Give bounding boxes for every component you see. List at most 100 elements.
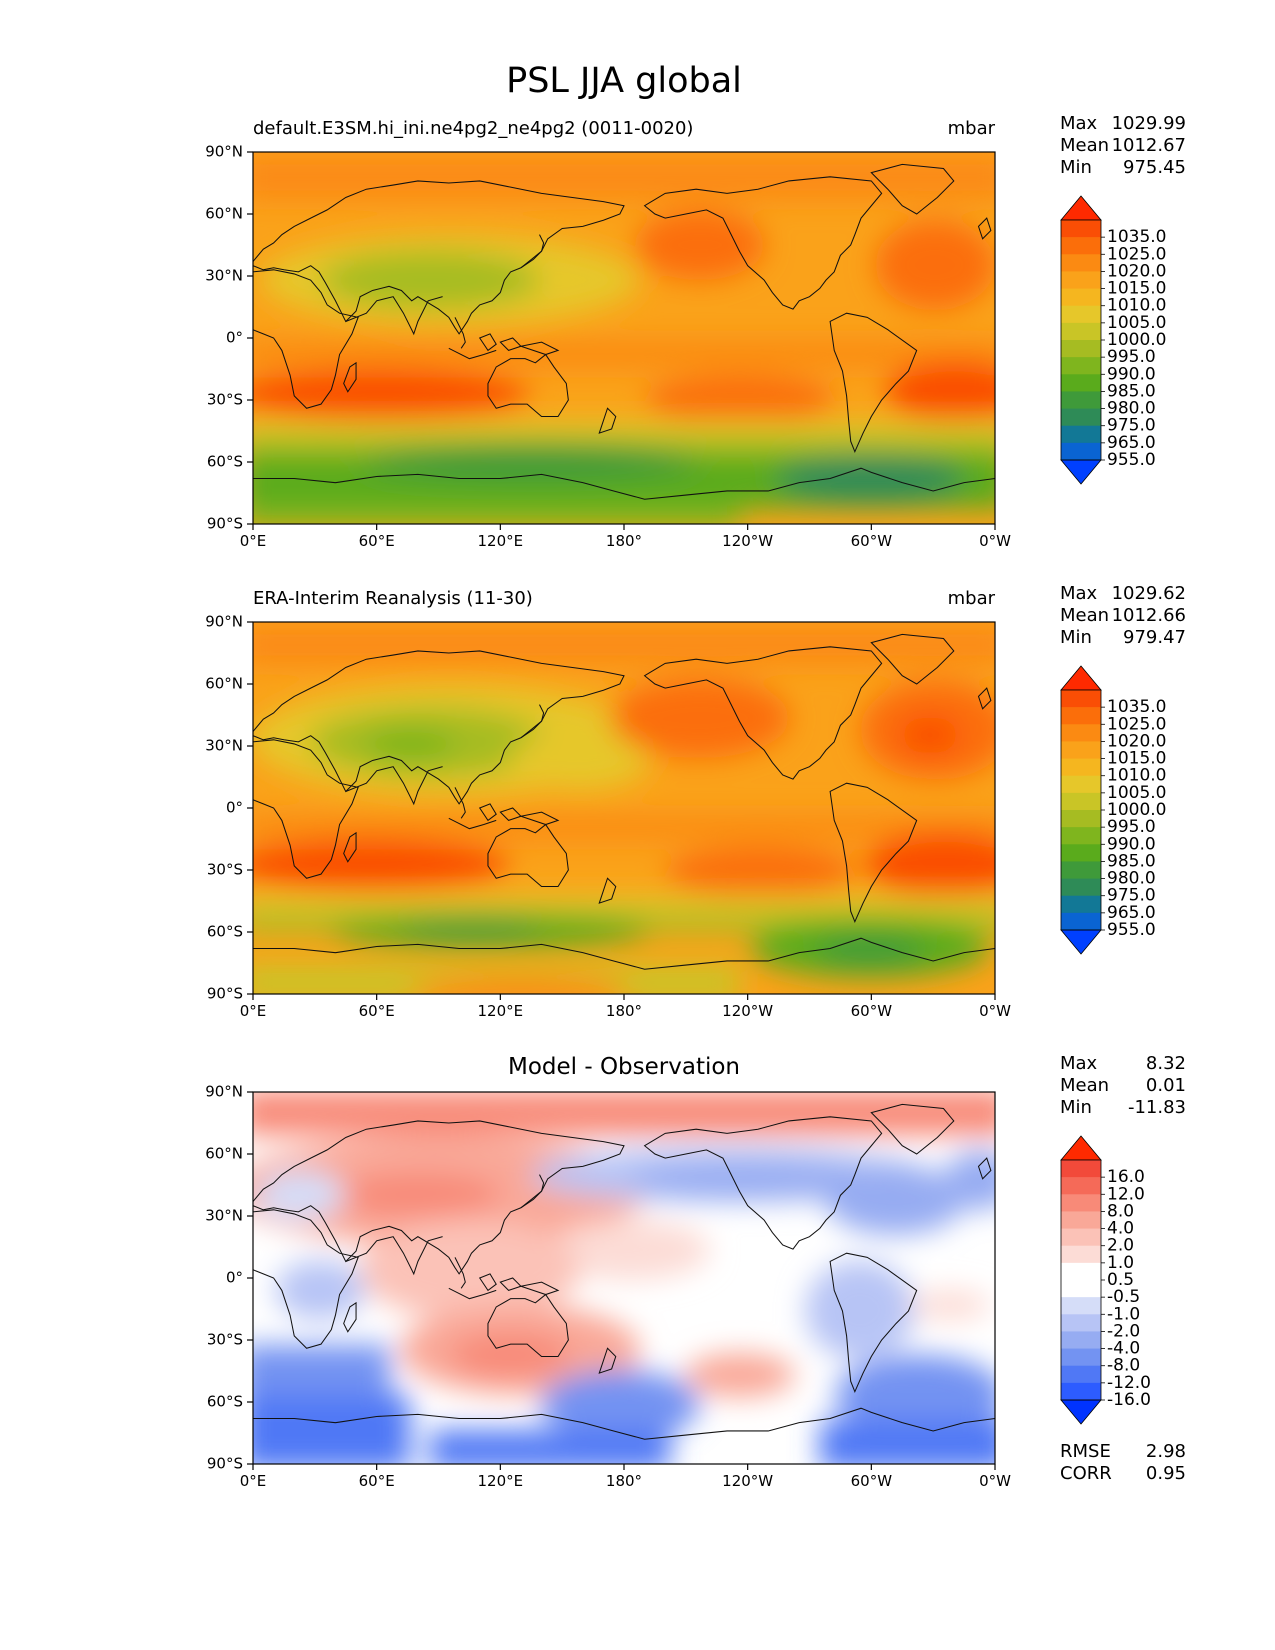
lat-tick-label: 30°N: [205, 267, 243, 285]
colorbar-segment: [1061, 707, 1101, 725]
panel-units: mbar: [948, 588, 996, 609]
colorbar-label: -0.5: [1107, 1287, 1140, 1307]
lon-tick-label: 120°W: [722, 1002, 773, 1020]
colorbar-label: 1015.0: [1107, 749, 1166, 769]
colorbar-segment: [1061, 1280, 1101, 1298]
colorbar-label: 985.0: [1107, 381, 1156, 401]
colorbar-label: 965.0: [1107, 903, 1156, 923]
colorbar-extend-min: [1060, 459, 1102, 485]
colorbar-segment: [1061, 1160, 1101, 1178]
lat-tick-label: 30°S: [207, 391, 243, 409]
colorbar-label: 990.0: [1107, 364, 1156, 384]
colorbar-segment: [1061, 895, 1101, 914]
colorbar: 1035.01025.01020.01015.01010.01005.01000…: [1060, 665, 1166, 955]
colorbar-segment: [1061, 741, 1101, 760]
map-diff: [253, 1092, 995, 1464]
stat-value: 1029.99: [1112, 113, 1186, 134]
stat-label: Min: [1060, 627, 1092, 648]
lat-tick-label: 60°S: [207, 453, 243, 471]
lon-tick-label: 0°W: [979, 532, 1011, 550]
colorbar-label: -4.0: [1107, 1339, 1140, 1359]
colorbar-label: 975.0: [1107, 416, 1156, 436]
colorbar-segment: [1061, 775, 1101, 794]
colorbar-extend-max: [1060, 665, 1102, 691]
colorbar-label: -1.0: [1107, 1304, 1140, 1324]
lat-tick-label: 60°N: [205, 675, 243, 693]
colorbar-label: 985.0: [1107, 851, 1156, 871]
lat-tick-label: 60°N: [205, 205, 243, 223]
colorbar-label: 8.0: [1107, 1201, 1134, 1221]
stat-label: Mean: [1060, 135, 1109, 156]
panel-units: mbar: [948, 118, 996, 139]
colorbar-segment: [1061, 1314, 1101, 1332]
colorbar-segment: [1061, 724, 1101, 742]
colorbar-segment: [1061, 322, 1101, 341]
colorbar-segment: [1061, 271, 1101, 290]
colorbar-segment: [1061, 254, 1101, 272]
lat-tick-label: 30°N: [205, 1207, 243, 1225]
stat-label: Max: [1060, 1053, 1098, 1074]
lon-tick-label: 60°E: [359, 532, 395, 550]
colorbar-segment: [1061, 792, 1101, 811]
stat-value: 1012.66: [1112, 605, 1186, 626]
colorbar-segment: [1061, 912, 1101, 931]
lon-tick-label: 60°E: [359, 1002, 395, 1020]
colorbar-extend-min: [1060, 1399, 1102, 1425]
panel-model: default.E3SM.hi_ini.ne4pg2_ne4pg2 (0011-…: [205, 113, 1186, 550]
stat-label: Mean: [1060, 1075, 1109, 1096]
colorbar-label: 1020.0: [1107, 261, 1166, 281]
colorbar-extend-max: [1060, 1135, 1102, 1161]
colorbar-label: 4.0: [1107, 1219, 1134, 1239]
colorbar-segment: [1061, 758, 1101, 777]
lon-tick-label: 0°W: [979, 1472, 1011, 1490]
lon-tick-label: 180°: [606, 1002, 642, 1020]
colorbar-segment: [1061, 1365, 1101, 1384]
colorbar-label: 0.5: [1107, 1270, 1134, 1290]
colorbar-segment: [1061, 305, 1101, 324]
colorbar-label: 965.0: [1107, 433, 1156, 453]
colorbar-segment: [1061, 1262, 1101, 1281]
metric-value: 2.98: [1146, 1441, 1186, 1462]
stat-label: Min: [1060, 157, 1092, 178]
colorbar-label: 1000.0: [1107, 330, 1166, 350]
stat-value: 1029.62: [1112, 583, 1186, 604]
lon-tick-label: 0°E: [240, 1002, 267, 1020]
colorbar-segment: [1061, 1177, 1101, 1195]
metric-value: 0.95: [1146, 1463, 1186, 1484]
lon-tick-label: 60°E: [359, 1472, 395, 1490]
colorbar-label: 980.0: [1107, 399, 1156, 419]
colorbar-segment: [1061, 357, 1101, 375]
colorbar-segment: [1061, 810, 1101, 828]
lon-tick-label: 120°E: [478, 532, 524, 550]
stat-value: 8.32: [1146, 1053, 1186, 1074]
colorbar-extend-max: [1060, 195, 1102, 221]
colorbar-segment: [1061, 425, 1101, 444]
colorbar-segment: [1061, 844, 1101, 862]
lat-tick-label: 30°S: [207, 861, 243, 879]
colorbar-label: -2.0: [1107, 1321, 1140, 1341]
lon-tick-label: 120°E: [478, 1472, 524, 1490]
lon-tick-label: 120°W: [722, 532, 773, 550]
lat-tick-label: 90°N: [205, 143, 243, 161]
colorbar-label: 12.0: [1107, 1184, 1145, 1204]
lat-tick-label: 0°: [226, 329, 243, 347]
metric-label: CORR: [1060, 1463, 1112, 1484]
colorbar-label: 995.0: [1107, 817, 1156, 837]
colorbar-segment: [1061, 1331, 1101, 1350]
colorbar-segment: [1061, 442, 1101, 461]
lon-tick-label: 0°E: [240, 1472, 267, 1490]
colorbar-segment: [1061, 1194, 1101, 1212]
lat-tick-label: 90°S: [207, 515, 243, 533]
panel-title-left: ERA-Interim Reanalysis (11-30): [253, 588, 533, 609]
colorbar-segment: [1061, 408, 1101, 427]
figure-title: PSL JJA global: [506, 61, 742, 101]
colorbar-label: 955.0: [1107, 450, 1156, 470]
colorbar-label: -16.0: [1107, 1390, 1151, 1410]
colorbar-label: 1010.0: [1107, 766, 1166, 786]
stat-label: Min: [1060, 1097, 1092, 1118]
stat-value: -11.83: [1128, 1097, 1186, 1118]
lon-tick-label: 0°W: [979, 1002, 1011, 1020]
stat-value: 975.45: [1123, 157, 1186, 178]
colorbar-segment: [1061, 237, 1101, 255]
stat-label: Mean: [1060, 605, 1109, 626]
